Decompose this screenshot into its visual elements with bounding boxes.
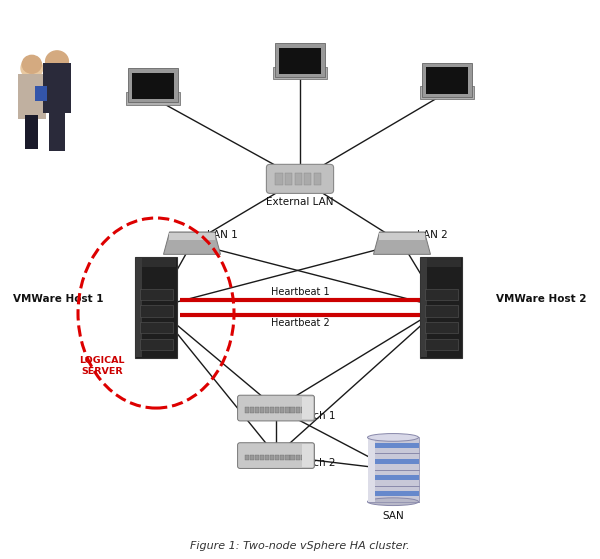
- Text: LAN 2: LAN 2: [417, 230, 448, 240]
- FancyBboxPatch shape: [25, 115, 38, 149]
- FancyBboxPatch shape: [131, 73, 175, 100]
- Text: LOGICAL
SERVER: LOGICAL SERVER: [79, 357, 125, 376]
- FancyBboxPatch shape: [314, 173, 321, 185]
- FancyBboxPatch shape: [295, 173, 302, 185]
- FancyBboxPatch shape: [425, 339, 458, 350]
- FancyBboxPatch shape: [135, 257, 178, 358]
- FancyBboxPatch shape: [367, 470, 419, 486]
- FancyBboxPatch shape: [286, 455, 290, 461]
- FancyBboxPatch shape: [425, 67, 469, 94]
- FancyBboxPatch shape: [270, 455, 274, 461]
- FancyBboxPatch shape: [35, 86, 47, 101]
- FancyBboxPatch shape: [304, 173, 311, 185]
- FancyBboxPatch shape: [290, 407, 295, 413]
- FancyBboxPatch shape: [139, 339, 173, 350]
- FancyBboxPatch shape: [49, 110, 65, 151]
- FancyBboxPatch shape: [367, 486, 419, 502]
- Polygon shape: [163, 232, 221, 254]
- FancyBboxPatch shape: [127, 92, 180, 105]
- Text: Figure 1: Two-node vSphere HA cluster.: Figure 1: Two-node vSphere HA cluster.: [190, 541, 410, 551]
- FancyBboxPatch shape: [425, 305, 458, 316]
- FancyBboxPatch shape: [425, 322, 458, 333]
- Text: Switch 2: Switch 2: [291, 458, 335, 468]
- Text: SAN: SAN: [382, 511, 404, 522]
- FancyBboxPatch shape: [266, 164, 334, 193]
- FancyBboxPatch shape: [301, 455, 305, 461]
- FancyBboxPatch shape: [286, 407, 290, 413]
- FancyBboxPatch shape: [238, 443, 314, 468]
- FancyBboxPatch shape: [367, 453, 419, 470]
- FancyBboxPatch shape: [275, 43, 325, 77]
- FancyBboxPatch shape: [367, 437, 419, 453]
- FancyBboxPatch shape: [280, 407, 284, 413]
- FancyBboxPatch shape: [367, 437, 375, 502]
- FancyBboxPatch shape: [296, 455, 300, 461]
- FancyBboxPatch shape: [290, 455, 295, 461]
- FancyBboxPatch shape: [255, 455, 259, 461]
- FancyBboxPatch shape: [245, 455, 249, 461]
- FancyBboxPatch shape: [274, 67, 326, 79]
- Text: Switch 1: Switch 1: [291, 411, 335, 421]
- FancyBboxPatch shape: [265, 455, 269, 461]
- FancyBboxPatch shape: [245, 407, 249, 413]
- Text: External LAN: External LAN: [266, 197, 334, 207]
- FancyBboxPatch shape: [302, 397, 313, 419]
- FancyBboxPatch shape: [421, 258, 461, 267]
- FancyBboxPatch shape: [250, 407, 254, 413]
- Polygon shape: [374, 232, 431, 254]
- FancyBboxPatch shape: [136, 258, 142, 357]
- FancyBboxPatch shape: [275, 407, 280, 413]
- FancyBboxPatch shape: [367, 475, 419, 480]
- FancyBboxPatch shape: [301, 407, 305, 413]
- FancyBboxPatch shape: [250, 455, 254, 461]
- FancyBboxPatch shape: [270, 407, 274, 413]
- FancyBboxPatch shape: [43, 63, 71, 113]
- Ellipse shape: [367, 498, 419, 505]
- FancyBboxPatch shape: [278, 48, 322, 74]
- FancyBboxPatch shape: [139, 288, 173, 300]
- FancyBboxPatch shape: [302, 444, 313, 467]
- FancyBboxPatch shape: [421, 258, 427, 357]
- FancyBboxPatch shape: [169, 233, 215, 240]
- FancyBboxPatch shape: [420, 257, 462, 358]
- FancyBboxPatch shape: [420, 86, 474, 99]
- Text: Heartbeat 1: Heartbeat 1: [271, 287, 329, 297]
- Text: LAN 1: LAN 1: [207, 230, 238, 240]
- Text: Heartbeat 2: Heartbeat 2: [271, 318, 329, 328]
- Text: VMWare Host 2: VMWare Host 2: [496, 294, 587, 304]
- FancyBboxPatch shape: [280, 455, 284, 461]
- FancyBboxPatch shape: [285, 173, 292, 185]
- FancyBboxPatch shape: [18, 74, 46, 119]
- FancyBboxPatch shape: [260, 407, 264, 413]
- FancyBboxPatch shape: [238, 395, 314, 421]
- FancyBboxPatch shape: [139, 322, 173, 333]
- FancyBboxPatch shape: [379, 233, 425, 240]
- FancyBboxPatch shape: [275, 455, 280, 461]
- FancyBboxPatch shape: [139, 305, 173, 316]
- FancyBboxPatch shape: [425, 288, 458, 300]
- FancyBboxPatch shape: [367, 443, 419, 448]
- FancyBboxPatch shape: [296, 407, 300, 413]
- FancyBboxPatch shape: [255, 407, 259, 413]
- FancyBboxPatch shape: [367, 491, 419, 496]
- Ellipse shape: [367, 434, 419, 441]
- FancyBboxPatch shape: [136, 258, 176, 267]
- Circle shape: [46, 51, 68, 72]
- FancyBboxPatch shape: [265, 407, 269, 413]
- Circle shape: [22, 55, 41, 73]
- FancyBboxPatch shape: [275, 173, 283, 185]
- FancyBboxPatch shape: [128, 68, 178, 102]
- FancyBboxPatch shape: [367, 459, 419, 464]
- Text: VMWare Host 1: VMWare Host 1: [13, 294, 104, 304]
- Circle shape: [21, 58, 43, 78]
- FancyBboxPatch shape: [260, 455, 264, 461]
- FancyBboxPatch shape: [422, 63, 472, 97]
